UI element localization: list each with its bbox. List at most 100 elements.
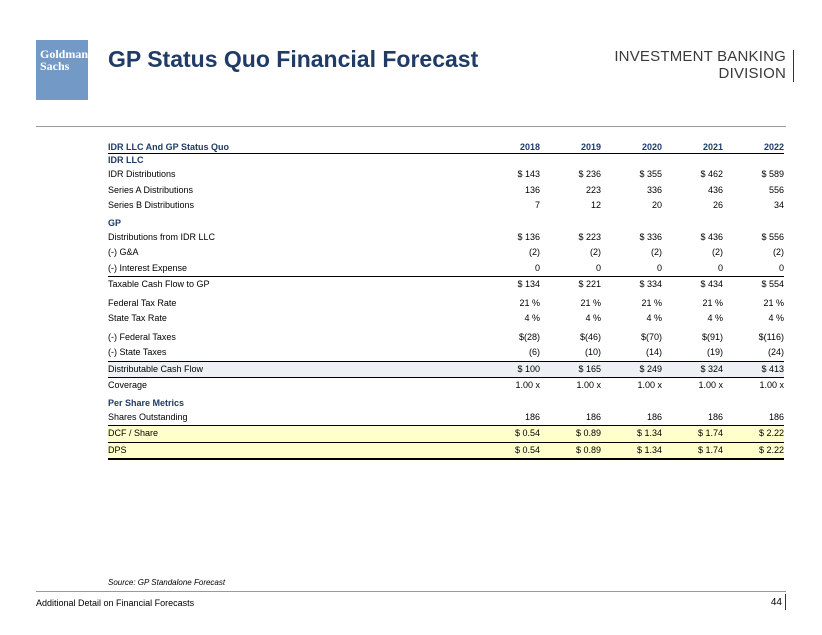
row-value: 1.00 x (698, 380, 723, 391)
row-label: DCF / Share (108, 425, 479, 443)
row-value: $ 462 (700, 169, 723, 180)
row-value: $ 2.22 (723, 425, 784, 443)
row-value: 1.00 x (515, 380, 540, 391)
row-value: $ 324 (662, 360, 723, 378)
table-row-state-rate: State Tax Rate 4 % 4 % 4 % 4 % 4 % (108, 311, 784, 327)
row-value: 223 (585, 184, 601, 195)
row-value: 556 (768, 184, 784, 195)
row-value: $(70) (640, 331, 662, 342)
table-row-shares: Shares Outstanding 186 186 186 186 186 (108, 410, 784, 426)
row-value: $ 0.89 (540, 441, 601, 460)
section-title: GP (108, 217, 122, 228)
row-value: $ 0.89 (540, 425, 601, 443)
section-title: Per Share Metrics (108, 397, 185, 408)
row-label: Federal Tax Rate (108, 297, 177, 308)
footer-text: Additional Detail on Financial Forecasts (36, 598, 195, 608)
division-line-1: INVESTMENT BANKING (614, 48, 786, 65)
section-title: IDR LLC (108, 155, 144, 165)
row-value: $ 1.34 (601, 441, 662, 460)
row-label: Distributions from IDR LLC (108, 231, 216, 242)
table-row-idr-distributions: IDR Distributions $ 143 $ 236 $ 355 $ 462 $ 5… (108, 167, 784, 183)
goldman-sachs-logo: Goldman Sachs (36, 40, 88, 100)
row-value: 0 (595, 262, 601, 273)
row-value: $(46) (579, 331, 601, 342)
row-value: 21 % (702, 297, 723, 308)
row-value: 0 (778, 262, 784, 273)
row-value: 136 (524, 184, 540, 195)
row-value: $(116) (758, 331, 784, 342)
row-value: (2) (651, 247, 662, 258)
row-label: Distributable Cash Flow (108, 360, 479, 378)
row-value: 26 (712, 200, 723, 211)
row-label: (-) Interest Expense (108, 262, 188, 273)
row-value: (24) (767, 347, 784, 358)
row-value: 0 (656, 262, 662, 273)
table-row-series-a: Series A Distributions 136 223 336 436 556 (108, 183, 784, 199)
table-row-series-b: Series B Distributions 7 12 20 26 34 (108, 198, 784, 214)
row-value: $ 413 (723, 360, 784, 378)
row-value: $ 336 (639, 231, 662, 242)
year-header: 2020 (601, 142, 662, 154)
table-header-row: IDR LLC And GP Status Quo 2018 2019 2020… (108, 142, 784, 154)
row-value: $ 223 (578, 231, 601, 242)
row-label: Series B Distributions (108, 200, 195, 211)
row-value: 186 (646, 411, 662, 422)
division-line-2: DIVISION (718, 65, 786, 82)
footer-divider (36, 591, 786, 592)
row-value: 4 % (585, 313, 601, 324)
row-value: $ 0.54 (479, 441, 540, 460)
row-value: (14) (645, 347, 662, 358)
row-value: (2) (529, 247, 540, 258)
table-row-fed-taxes: (-) Federal Taxes $(28) $(46) $(70) $(91) $(1… (108, 330, 784, 346)
row-value: 336 (646, 184, 662, 195)
division-label: INVESTMENT BANKING DIVISION (614, 48, 794, 82)
table-row-taxable-cf: Taxable Cash Flow to GP $ 134 $ 221 $ 334 $ … (108, 276, 784, 293)
row-value: 186 (707, 411, 723, 422)
row-value: (6) (529, 347, 540, 358)
row-value: 34 (773, 200, 784, 211)
row-value: 436 (707, 184, 723, 195)
row-value: $ 236 (578, 169, 601, 180)
row-label: Series A Distributions (108, 184, 194, 195)
row-label: (-) Federal Taxes (108, 331, 176, 342)
page-title: GP Status Quo Financial Forecast (108, 46, 479, 72)
year-header: 2022 (723, 142, 784, 154)
row-value: 20 (651, 200, 662, 211)
row-value: 21 % (641, 297, 662, 308)
row-value: 4 % (768, 313, 784, 324)
page-number: 44 (770, 597, 782, 608)
row-value: 7 (534, 200, 540, 211)
table-row-coverage: Coverage 1.00 x 1.00 x 1.00 x 1.00 x 1.00 x (108, 378, 784, 394)
row-value: $ 1.74 (662, 441, 723, 460)
row-value: 0 (717, 262, 723, 273)
financial-forecast-table: IDR LLC And GP Status Quo 2018 2019 2020… (108, 142, 784, 460)
row-value: $ 434 (662, 276, 723, 293)
row-value: (10) (584, 347, 601, 358)
row-value: $ 589 (761, 169, 784, 180)
row-value: $ 100 (479, 360, 540, 378)
row-value: 21 % (580, 297, 601, 308)
table-row-dps: DPS $ 0.54 $ 0.89 $ 1.34 $ 1.74 $ 2.22 (108, 441, 784, 460)
section-header: Per Share Metrics (108, 397, 784, 410)
row-label: Shares Outstanding (108, 411, 188, 422)
row-value: $(28) (518, 331, 540, 342)
row-value: $ 556 (761, 231, 784, 242)
row-value: 186 (585, 411, 601, 422)
row-value: $ 1.74 (662, 425, 723, 443)
row-value: 1.00 x (759, 380, 784, 391)
row-value: $ 165 (540, 360, 601, 378)
row-value: 4 % (707, 313, 723, 324)
table-header-label: IDR LLC And GP Status Quo (108, 142, 479, 154)
row-value: 21 % (519, 297, 540, 308)
row-value: $ 2.22 (723, 441, 784, 460)
row-value: 21 % (763, 297, 784, 308)
logo-line-1: Goldman (40, 47, 89, 61)
division-divider (793, 50, 794, 82)
row-value: $ 249 (601, 360, 662, 378)
row-value: $ 436 (700, 231, 723, 242)
year-header: 2018 (479, 142, 540, 154)
table-row-state-taxes: (-) State Taxes (6) (10) (14) (19) (24) (108, 345, 784, 361)
row-value: 4 % (646, 313, 662, 324)
logo-line-2: Sachs (40, 59, 70, 73)
section-header: IDR LLC (108, 154, 784, 168)
